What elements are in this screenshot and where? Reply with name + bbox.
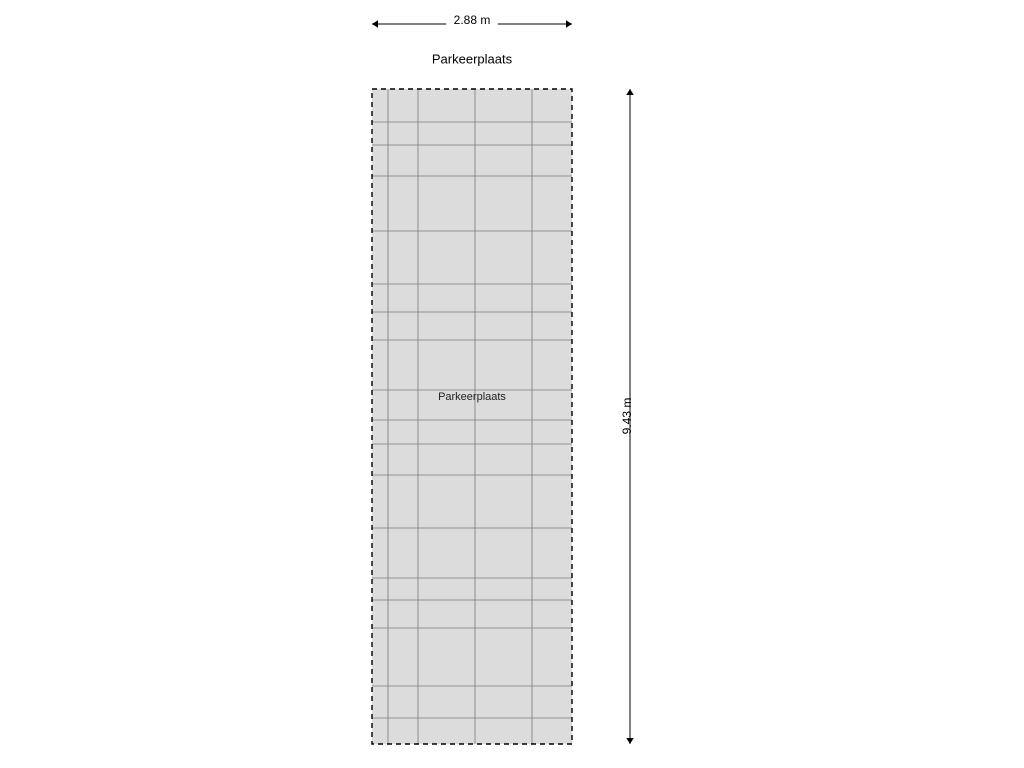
arrowhead-icon: [566, 20, 572, 28]
dim-top-label: 2.88 m: [454, 13, 491, 27]
arrowhead-icon: [372, 20, 378, 28]
floorplan-container: Parkeerplaats Parkeerplaats 2.88 m 9.43 m: [0, 0, 1024, 768]
plan-title: Parkeerplaats: [432, 51, 513, 66]
parking-area: [372, 89, 572, 744]
arrowhead-icon: [626, 89, 634, 95]
region-label: Parkeerplaats: [438, 391, 506, 403]
floorplan-svg: Parkeerplaats Parkeerplaats 2.88 m 9.43 m: [0, 0, 1024, 768]
dim-right-label: 9.43 m: [620, 398, 634, 435]
arrowhead-icon: [626, 738, 634, 744]
